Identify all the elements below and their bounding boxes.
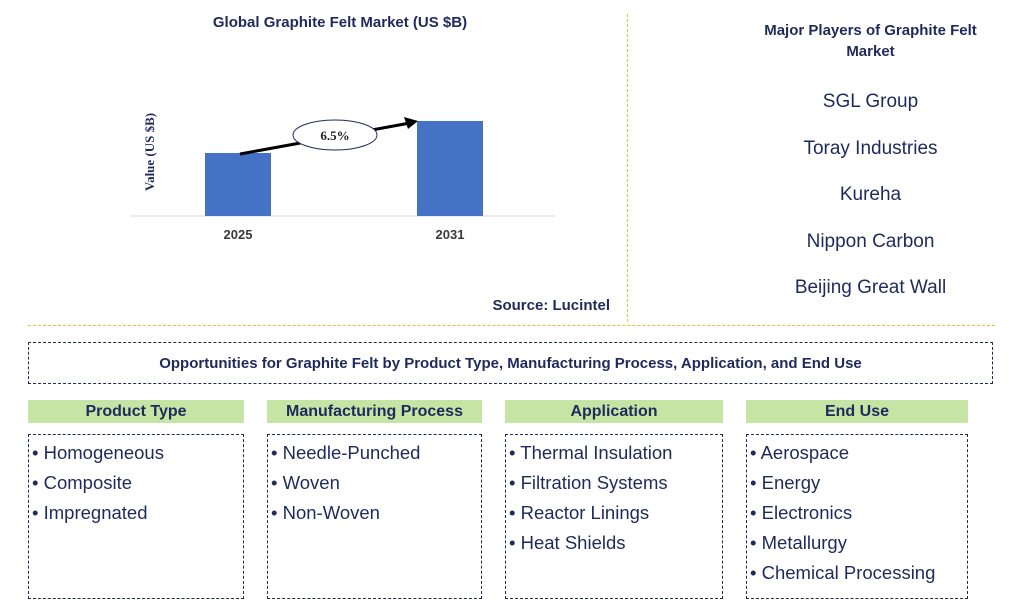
list-item: • Woven <box>271 472 340 493</box>
y-axis-label: Value (US $B) <box>142 113 157 191</box>
horizontal-divider <box>28 325 995 326</box>
category-box-manufacturing-process: • Needle-Punched • Woven • Non-Woven <box>267 434 482 599</box>
list-item: • Chemical Processing <box>750 562 936 583</box>
vertical-divider <box>627 14 628 322</box>
player-name: Nippon Carbon <box>806 230 935 252</box>
list-item: • Aerospace <box>750 442 850 463</box>
player-name: SGL Group <box>822 91 919 112</box>
bar-chart: Value (US $B) 2025 2031 6.5% <box>130 113 555 242</box>
list-item: • Impregnated <box>32 502 148 523</box>
player-name: Beijing Great Wall <box>794 277 947 298</box>
list-item: • Energy <box>750 472 821 493</box>
bar-2031 <box>417 121 483 216</box>
source-label: Source: Lucintel <box>492 297 610 314</box>
list-item: • Composite <box>32 472 133 493</box>
category-header-application: Application <box>505 400 723 423</box>
category-box-product-type: • Homogeneous • Composite • Impregnated <box>28 434 244 599</box>
players-list: SGL Group Toray Industries Kureha Nippon… <box>748 88 993 321</box>
list-item: • Thermal Insulation <box>509 442 673 463</box>
list-item: • Metallurgy <box>750 532 847 553</box>
category-header-end-use: End Use <box>746 400 968 423</box>
list-item: • Reactor Linings <box>509 502 650 523</box>
player-name: Toray Industries <box>803 137 938 159</box>
x-tick-label: 2031 <box>436 227 465 242</box>
opportunities-title: Opportunities for Graphite Felt by Produ… <box>28 342 993 384</box>
growth-arrow-head <box>404 117 418 129</box>
list-item: • Electronics <box>750 502 853 523</box>
players-title: Major Players of Graphite Felt Market <box>764 22 977 60</box>
opportunities-title-text: Opportunities for Graphite Felt by Produ… <box>159 354 862 372</box>
x-tick-label: 2025 <box>224 227 253 242</box>
list-item: • Non-Woven <box>271 502 380 523</box>
category-header-manufacturing-process: Manufacturing Process <box>267 400 482 423</box>
list-item: • Heat Shields <box>509 532 626 553</box>
list-item: • Homogeneous <box>32 442 164 463</box>
bar-2025 <box>205 153 271 216</box>
category-box-end-use: • Aerospace • Energy • Electronics • Met… <box>746 434 968 599</box>
chart-title: Global Graphite Felt Market (US $B) <box>212 14 468 31</box>
cagr-label: 6.5% <box>320 128 349 143</box>
list-item: • Needle-Punched <box>271 442 421 463</box>
list-item: • Filtration Systems <box>509 472 668 493</box>
category-header-product-type: Product Type <box>28 400 244 423</box>
player-name: Kureha <box>839 184 902 205</box>
category-box-application: • Thermal Insulation • Filtration System… <box>505 434 723 599</box>
cagr-ellipse <box>292 119 378 151</box>
